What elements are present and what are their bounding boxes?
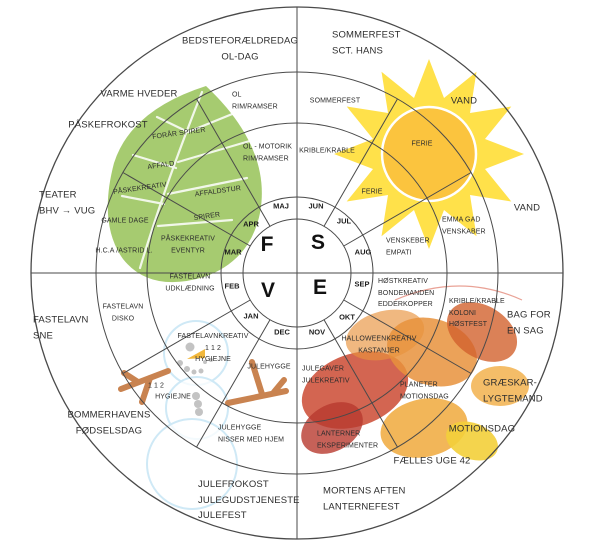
month-label-maj: MAJ (273, 201, 289, 211)
outer-label-bedsteforaeldredag: BEDSTEFORÆLDREDAG OL-DAG (181, 35, 299, 63)
spring-leaf-image (107, 86, 262, 283)
outer-label-graeskar-lygtemand: GRÆSKAR- LYGTEMAND (483, 377, 543, 405)
month-label-feb: FEB (224, 281, 240, 291)
branch-arms (118, 359, 289, 406)
month-label-mar: MAR (224, 247, 242, 257)
outer-label-varme-hveder: VARME HVEDER (100, 88, 178, 100)
outer-label-julefrokost: JULEFROKOST JULEGUDSTJENESTE JULEFEST (198, 478, 300, 521)
ring3-label-feb-fastelavn-udklaedning: FASTELAVN UDKLÆDNING (165, 273, 215, 293)
ring2-label-jan-112: 1 1 2 (147, 382, 165, 390)
ring2-label-feb-fastelavn-disko: FASTELAVN DISKO (102, 303, 144, 323)
outer-label-mortens-aften: MORTENS AFTEN LANTERNEFEST (323, 485, 406, 513)
summer-sun-image (334, 59, 524, 249)
ring3-label-dec-julehygge: JULEHYGGE (247, 363, 291, 371)
ring2-label-jul-ferie: FERIE (411, 140, 433, 148)
ring2-label-mar-gamle-dage: GAMLE DAGE (101, 217, 149, 225)
ring2-label-jun-sommerfest: SOMMERFEST (309, 97, 361, 105)
month-label-aug: AUG (354, 247, 372, 257)
outer-label-teater-bhv-vug: TEATER BHV → VUG (39, 189, 96, 217)
outer-label-vand-right: VAND (513, 202, 541, 214)
carrot-nose (187, 349, 205, 359)
month-label-jan: JAN (243, 311, 259, 321)
ring3-label-nov-julegaver: JULEGAVER JULEKREATIV (302, 365, 350, 385)
outer-label-fastelavn-sne: FASTELAVN SNE (33, 314, 89, 342)
ring2-label-okt-planeter: PLANETER MOTIONSDAG (400, 381, 449, 401)
month-label-sep: SEP (354, 279, 370, 289)
month-label-okt: OKT (339, 312, 355, 322)
month-label-dec: DEC (274, 327, 290, 337)
ring2-label-aug-emma-gad: EMMA GAD VENSKABER (442, 216, 486, 236)
outer-label-sommerfest-sct-hans: SOMMERFEST SCT. HANS (332, 29, 401, 57)
wheel-grid (30, 6, 564, 540)
quadrant-letter-summer: S (310, 231, 326, 254)
ring3-label-jan-fastelavnkreativ: FASTELAVNKREATIV 1 1 2 HYGIEJNE (177, 332, 249, 363)
ring3-label-mar-paaskekreativ-eventyr: PÅSKEKREATIV EVENTYR (161, 235, 215, 255)
month-label-apr: APR (243, 219, 259, 229)
sector-lines (122, 98, 472, 448)
autumn-leaves-image (301, 285, 529, 461)
ring2-label-nov-lanterner: LANTERNER EKSPERIMENTER (317, 430, 379, 450)
ring2-label-mar-hca-astrid: H.C.A /ASTRID L. (95, 247, 153, 255)
ring3-label-okt-halloweenkreativ: HALLOWEENKREATIV KASTANJER (341, 335, 417, 355)
outer-label-vand-top: VAND (450, 95, 478, 107)
month-label-jul: JUL (336, 216, 352, 226)
ring3-label-maj-ol-motorik: OL - MOTORIK RIM/RAMSER (243, 143, 293, 163)
ring3-label-jul-ferie: FERIE (361, 188, 383, 196)
ring3-label-jun-krible-krable: KRIBLE/KRABLE (299, 147, 355, 155)
leaf-veins (120, 90, 255, 270)
month-label-jun: JUN (308, 201, 324, 211)
outer-label-faelles-uge-42: FÆLLES UGE 42 (393, 455, 471, 467)
quadrant-letter-autumn: E (312, 276, 328, 299)
outer-label-bommerhavens-foedselsdag: BOMMERHAVENS FØDSELSDAG (67, 409, 151, 437)
outer-label-paaskefrokost: PÅSKEFROKOST (68, 119, 148, 131)
ring2-label-dec-julehygge: JULEHYGGE NISSER MED HJEM (218, 424, 285, 444)
ring2-label-maj: OL RIM/RAMSER (232, 91, 278, 111)
ring3-label-sep-hoestkreativ: HØSTKREATIV BONDEMANDEN EDDERKOPPER (378, 277, 435, 308)
quadrant-letter-spring: F (260, 233, 274, 256)
quadrant-letter-winter: V (260, 279, 276, 302)
winter-snowman-image (118, 320, 289, 510)
ring2-label-jan-hygiejne: HYGIEJNE (155, 393, 191, 401)
ring3-label-aug-venskeber-empati: VENSKEBER EMPATI (386, 237, 430, 257)
month-label-nov: NOV (308, 327, 326, 337)
ring2-label-sep-krible-krable: KRIBLE/KRABLE KOLONI HØSTFEST (449, 297, 505, 328)
leaf-stem-outline (394, 285, 523, 301)
outer-label-bag-for-en-sag: BAG FOR EN SAG (507, 309, 551, 337)
snowman-dots (177, 342, 213, 416)
outer-label-motionsdag: MOTIONSDAG (448, 423, 516, 435)
